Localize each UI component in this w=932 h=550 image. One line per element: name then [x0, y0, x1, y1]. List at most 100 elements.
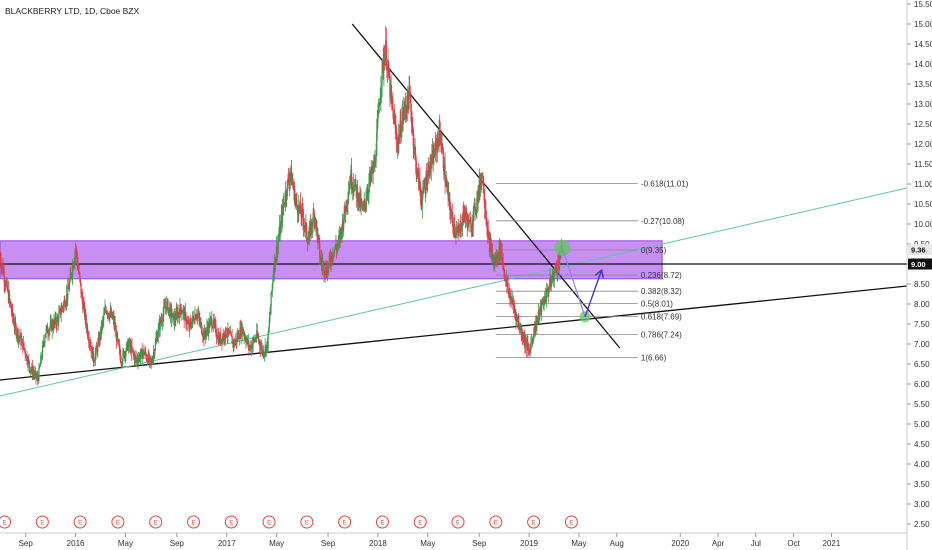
earnings-marker[interactable]	[564, 515, 578, 529]
candle-body	[107, 313, 110, 317]
candle-body	[284, 202, 286, 204]
candle-body	[242, 333, 245, 334]
earnings-marker[interactable]	[527, 515, 541, 529]
candle-body	[20, 334, 22, 345]
candle-body	[391, 99, 393, 107]
candle-body	[371, 170, 373, 176]
candle-body	[31, 366, 33, 376]
chart-title: BLACKBERRY LTD, 1D, Cboe BZX	[5, 6, 139, 16]
x-tick-label: Sep	[19, 539, 34, 548]
candle-body	[49, 322, 51, 328]
earnings-marker[interactable]	[224, 515, 238, 529]
candle-body	[274, 257, 276, 272]
descending-resistance-line[interactable]	[351, 23, 621, 349]
candle-body	[169, 306, 171, 317]
candle-body	[4, 282, 6, 285]
x-tick-label: Oct	[787, 539, 800, 548]
projection-arrowhead[interactable]	[594, 268, 604, 279]
candle-body	[331, 253, 333, 259]
earnings-marker[interactable]	[489, 515, 503, 529]
candle-body	[8, 293, 11, 301]
earnings-marker[interactable]	[35, 515, 49, 529]
candle-body	[88, 339, 90, 343]
candle-body	[58, 310, 60, 314]
candle-body	[451, 212, 453, 219]
y-axis[interactable]: 2.50 3.00 3.50 4.00 4.50 5.00 5.50 6.00 6.50 7.00…	[906, 0, 932, 550]
y-tick-label: 7.50	[914, 320, 930, 329]
candle-body	[316, 221, 318, 228]
candle-body	[257, 335, 259, 338]
candle-body	[73, 260, 75, 264]
ascending-support-line[interactable]	[0, 285, 908, 381]
earnings-marker[interactable]	[300, 515, 314, 529]
candle-body	[477, 188, 479, 205]
earnings-marker[interactable]	[262, 515, 276, 529]
candle-body	[515, 315, 518, 322]
candle-body	[530, 341, 533, 344]
trendlines[interactable]	[0, 23, 908, 397]
earnings-marker[interactable]	[149, 515, 163, 529]
candle-body	[436, 140, 438, 151]
candle-body	[510, 296, 512, 304]
candle-body	[531, 340, 533, 342]
candle-body	[413, 145, 415, 148]
candle-body	[151, 362, 153, 363]
earnings-marker[interactable]	[111, 515, 125, 529]
candle-body	[189, 321, 191, 323]
candle-body	[200, 322, 203, 333]
candle-body	[430, 157, 432, 169]
candle-body	[377, 115, 379, 122]
candle-body	[151, 362, 153, 364]
candle-body	[457, 229, 459, 233]
candle-body	[329, 257, 332, 262]
projection-up-segment[interactable]	[584, 269, 603, 318]
candle-body	[340, 228, 342, 239]
candle-body	[119, 348, 121, 356]
y-tick-label: 8.50	[914, 280, 930, 289]
candle-body	[3, 272, 5, 283]
candle-body	[551, 278, 554, 280]
candle-body	[68, 281, 71, 289]
candle-body	[427, 171, 429, 183]
candle-body	[392, 106, 394, 112]
candle-body	[416, 174, 418, 176]
candle-body	[367, 194, 369, 195]
earnings-marker[interactable]	[186, 515, 200, 529]
candle-body	[519, 328, 521, 331]
candle-body	[511, 301, 513, 304]
earnings-marker[interactable]	[451, 515, 465, 529]
candle-body	[470, 222, 472, 232]
candle-body	[1, 265, 3, 268]
candle-body	[71, 275, 73, 276]
candle-body	[125, 350, 127, 356]
candle-body	[500, 241, 502, 258]
candle-body	[101, 323, 103, 332]
candle-body	[295, 198, 297, 200]
candle-body	[46, 325, 48, 334]
candle-body	[547, 288, 549, 292]
candle-body	[296, 199, 298, 206]
x-tick-label: Sep	[472, 539, 487, 548]
projection-down-segment[interactable]	[561, 247, 586, 317]
earnings-marker[interactable]	[413, 515, 427, 529]
candle-body	[159, 319, 161, 331]
candle-body	[30, 370, 32, 371]
candle-body	[302, 219, 305, 227]
candle-body	[527, 342, 529, 347]
earnings-marker[interactable]	[375, 515, 389, 529]
candle-body	[234, 342, 236, 346]
earnings-marker[interactable]	[73, 515, 87, 529]
candle-body	[100, 326, 102, 338]
candle-body	[537, 316, 539, 319]
earnings-marker[interactable]	[338, 515, 352, 529]
candle-body	[155, 339, 157, 343]
projection-path[interactable]	[554, 240, 604, 323]
candle-body	[161, 320, 163, 323]
candle-body	[325, 267, 327, 276]
price-tag-bg	[908, 258, 932, 270]
candle-body	[26, 354, 28, 362]
earnings-marker[interactable]	[0, 515, 12, 529]
